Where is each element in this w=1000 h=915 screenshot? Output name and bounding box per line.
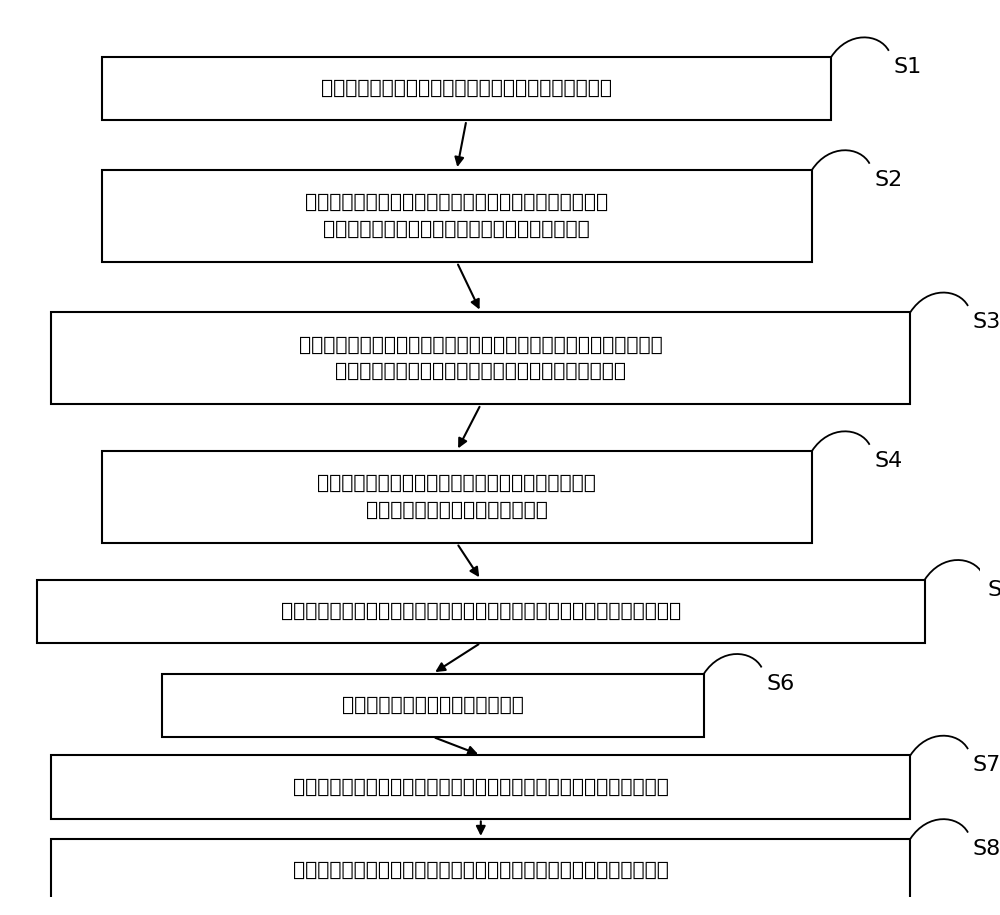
Text: 将单次光控取向记录到感光材料上: 将单次光控取向记录到感光材料上 bbox=[342, 695, 524, 715]
Text: 将载有感光材料的平台移动到下一个指定位置进行下一次图案光场记录: 将载有感光材料的平台移动到下一个指定位置进行下一次图案光场记录 bbox=[293, 778, 669, 796]
Bar bbox=[102, 57, 831, 120]
Text: 检测并调整微缩物镜与感光材料面的距离，使得微缩
物镜的焦面始终保持在感光材料面: 检测并调整微缩物镜与感光材料面的距离，使得微缩 物镜的焦面始终保持在感光材料面 bbox=[317, 474, 596, 520]
Text: S4: S4 bbox=[874, 451, 903, 471]
Bar bbox=[51, 839, 910, 902]
Bar bbox=[51, 755, 910, 819]
Text: S8: S8 bbox=[973, 839, 1000, 858]
Bar bbox=[102, 451, 812, 544]
Text: 通过管式透镜与微缩物镜的焦距之比形成固定的微缩倍率，对相位调
制器输出的偏振图案进行微缩，进而输出偏振图案光场: 通过管式透镜与微缩物镜的焦距之比形成固定的微缩倍率，对相位调 制器输出的偏振图案… bbox=[299, 336, 663, 381]
Bar bbox=[162, 673, 704, 737]
Text: S1: S1 bbox=[894, 57, 922, 77]
Text: S7: S7 bbox=[973, 755, 1000, 775]
Bar bbox=[37, 579, 925, 643]
Text: 将每个取向单元拼接在一起，在感光材料上形成任意分布的光取向结构: 将每个取向单元拼接在一起，在感光材料上形成任意分布的光取向结构 bbox=[293, 861, 669, 880]
Text: S2: S2 bbox=[874, 170, 903, 189]
Text: S6: S6 bbox=[766, 673, 795, 694]
Text: S3: S3 bbox=[973, 312, 1000, 332]
Bar bbox=[102, 170, 812, 262]
Text: 照明光源以预设的角度均匀照射到相位调制器上，通过四
分之一波片和相位调制器产生任意偏振分布的图形: 照明光源以预设的角度均匀照射到相位调制器上，通过四 分之一波片和相位调制器产生任… bbox=[305, 193, 608, 239]
Bar bbox=[51, 312, 910, 404]
Text: 检测投射在感光材料面的光斑的大小来判断感光材料面是否在物镜的聚焦面: 检测投射在感光材料面的光斑的大小来判断感光材料面是否在物镜的聚焦面 bbox=[281, 602, 681, 620]
Text: 将从激光器发出的线光源或点光源调整为平行的面光源: 将从激光器发出的线光源或点光源调整为平行的面光源 bbox=[321, 79, 612, 98]
Text: S5: S5 bbox=[987, 579, 1000, 599]
